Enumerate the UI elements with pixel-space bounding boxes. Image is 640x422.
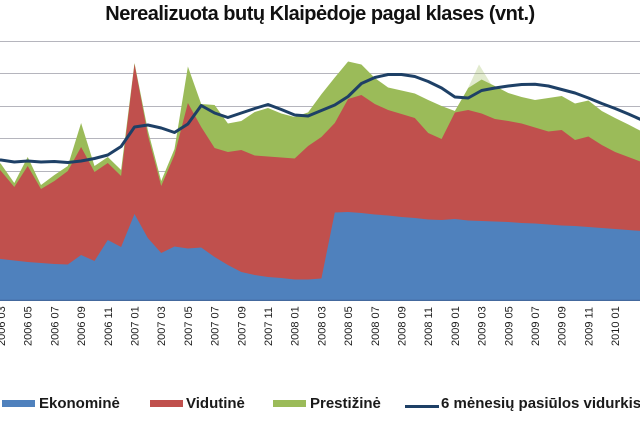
svg-text:2009 11: 2009 11 xyxy=(583,307,595,346)
svg-text:2006 05: 2006 05 xyxy=(23,306,35,346)
svg-text:2007 03: 2007 03 xyxy=(156,306,168,346)
svg-text:2008 09: 2008 09 xyxy=(397,306,409,346)
svg-text:2009 07: 2009 07 xyxy=(530,306,542,346)
svg-text:2006 09: 2006 09 xyxy=(76,306,88,346)
svg-text:2006 03: 2006 03 xyxy=(0,306,8,346)
svg-text:2008 07: 2008 07 xyxy=(370,306,382,346)
svg-text:2009 03: 2009 03 xyxy=(477,306,489,346)
svg-text:2007 07: 2007 07 xyxy=(210,306,222,346)
svg-text:2006 11: 2006 11 xyxy=(103,307,115,346)
svg-text:2007 09: 2007 09 xyxy=(236,306,248,346)
svg-text:2009 09: 2009 09 xyxy=(557,306,569,346)
svg-text:2008 05: 2008 05 xyxy=(343,306,355,346)
svg-text:2007 11: 2007 11 xyxy=(263,307,275,346)
svg-text:2009 01: 2009 01 xyxy=(450,306,462,346)
svg-text:2010 01: 2010 01 xyxy=(610,306,622,346)
svg-text:2008 11: 2008 11 xyxy=(423,307,435,346)
svg-text:2006 07: 2006 07 xyxy=(49,306,61,346)
svg-text:2007 05: 2007 05 xyxy=(183,306,195,346)
svg-text:2007 01: 2007 01 xyxy=(130,306,142,346)
svg-text:2008 03: 2008 03 xyxy=(316,306,328,346)
svg-text:2009 05: 2009 05 xyxy=(503,306,515,346)
svg-text:2008 01: 2008 01 xyxy=(290,306,302,346)
